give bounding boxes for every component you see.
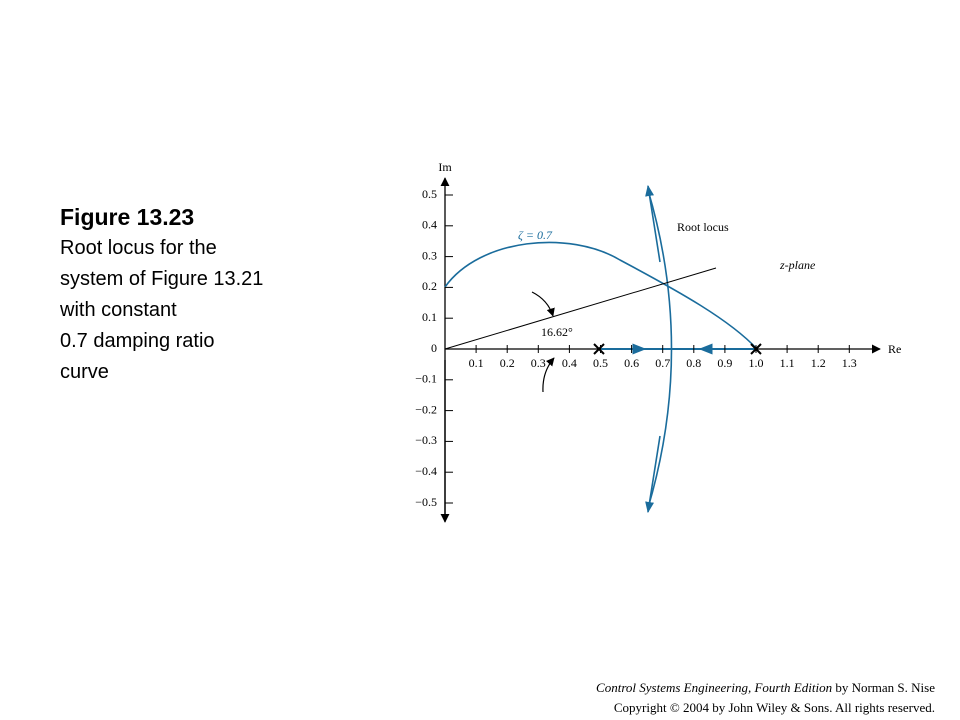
caption-body: Root locus for the system of Figure 13.21… xyxy=(60,233,263,388)
footer-line: Control Systems Engineering, Fourth Edit… xyxy=(596,678,935,698)
y-axis-label: Im xyxy=(438,160,452,174)
y-tick-label: 0.2 xyxy=(422,279,437,293)
zeta-curve xyxy=(444,241,758,350)
root-locus-label: Root locus xyxy=(677,220,729,234)
y-tick-label: −0.5 xyxy=(415,495,437,509)
caption-line: curve xyxy=(60,361,109,383)
poles xyxy=(593,343,762,355)
x-tick-label: 0.2 xyxy=(500,356,515,370)
locus-arrow xyxy=(645,184,661,263)
caption-line: system of Figure 13.21 xyxy=(60,268,264,290)
x-tick-label: 0.3 xyxy=(531,356,546,370)
y-tick-label: −0.2 xyxy=(415,402,437,416)
book-title: Control Systems Engineering, Fourth Edit… xyxy=(596,680,833,695)
angle-arrow xyxy=(531,291,555,317)
copyright: Copyright © 2004 by John Wiley & Sons. A… xyxy=(613,700,935,715)
y-tick-label: −0.1 xyxy=(415,372,437,386)
y-tick-label: −0.4 xyxy=(415,464,437,478)
x-tick-label: 1.2 xyxy=(811,356,826,370)
caption-title: Figure 13.23 xyxy=(60,204,195,230)
x-tick-label: 1.3 xyxy=(842,356,857,370)
angle-label: 16.62° xyxy=(541,325,573,339)
y-tick-label: 0.1 xyxy=(422,310,437,324)
x-tick-label: 0.4 xyxy=(562,356,577,370)
caption-line: with constant xyxy=(60,299,177,321)
y-tick-label: 0.4 xyxy=(422,218,437,232)
caption: Figure 13.23 Root locus for the system of… xyxy=(60,202,263,388)
y-tick-label: 0.5 xyxy=(422,187,437,201)
author: by Norman S. Nise xyxy=(835,680,935,695)
caption-line: 0.7 damping ratio xyxy=(60,330,215,352)
zeta-line xyxy=(444,267,717,350)
plane-label: z-plane xyxy=(779,258,816,272)
x-tick-label: 1.1 xyxy=(780,356,795,370)
caption-line: Root locus for the xyxy=(60,237,217,259)
y-tick-label: −0.3 xyxy=(415,433,437,447)
x-tick-label: 0.6 xyxy=(624,356,639,370)
x-tick-label: 0.5 xyxy=(593,356,608,370)
x-tick-label: 0.1 xyxy=(469,356,484,370)
x-tick-label: 0.9 xyxy=(717,356,732,370)
y-tick-label: 0 xyxy=(431,341,437,355)
x-tick-label: 0.8 xyxy=(686,356,701,370)
x-tick-label: 1.0 xyxy=(749,356,764,370)
x-tick-label: 0.7 xyxy=(655,356,670,370)
x-axis-label: Re xyxy=(888,342,901,356)
footer: Control Systems Engineering, Fourth Edit… xyxy=(596,678,935,718)
angle-arrow xyxy=(542,357,555,393)
y-tick-label: 0.3 xyxy=(422,248,437,262)
zeta-label: ζ = 0.7 xyxy=(518,228,553,242)
locus-arrow xyxy=(645,435,661,514)
